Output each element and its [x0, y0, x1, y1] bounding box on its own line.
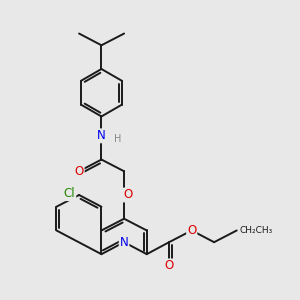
- Text: O: O: [74, 165, 84, 178]
- Text: CH₂CH₃: CH₂CH₃: [239, 226, 273, 235]
- Text: O: O: [124, 188, 133, 202]
- Text: N: N: [120, 236, 128, 249]
- Text: O: O: [164, 260, 174, 272]
- Text: N: N: [97, 129, 106, 142]
- Text: Cl: Cl: [64, 187, 75, 200]
- Text: H: H: [114, 134, 122, 143]
- Text: O: O: [187, 224, 196, 237]
